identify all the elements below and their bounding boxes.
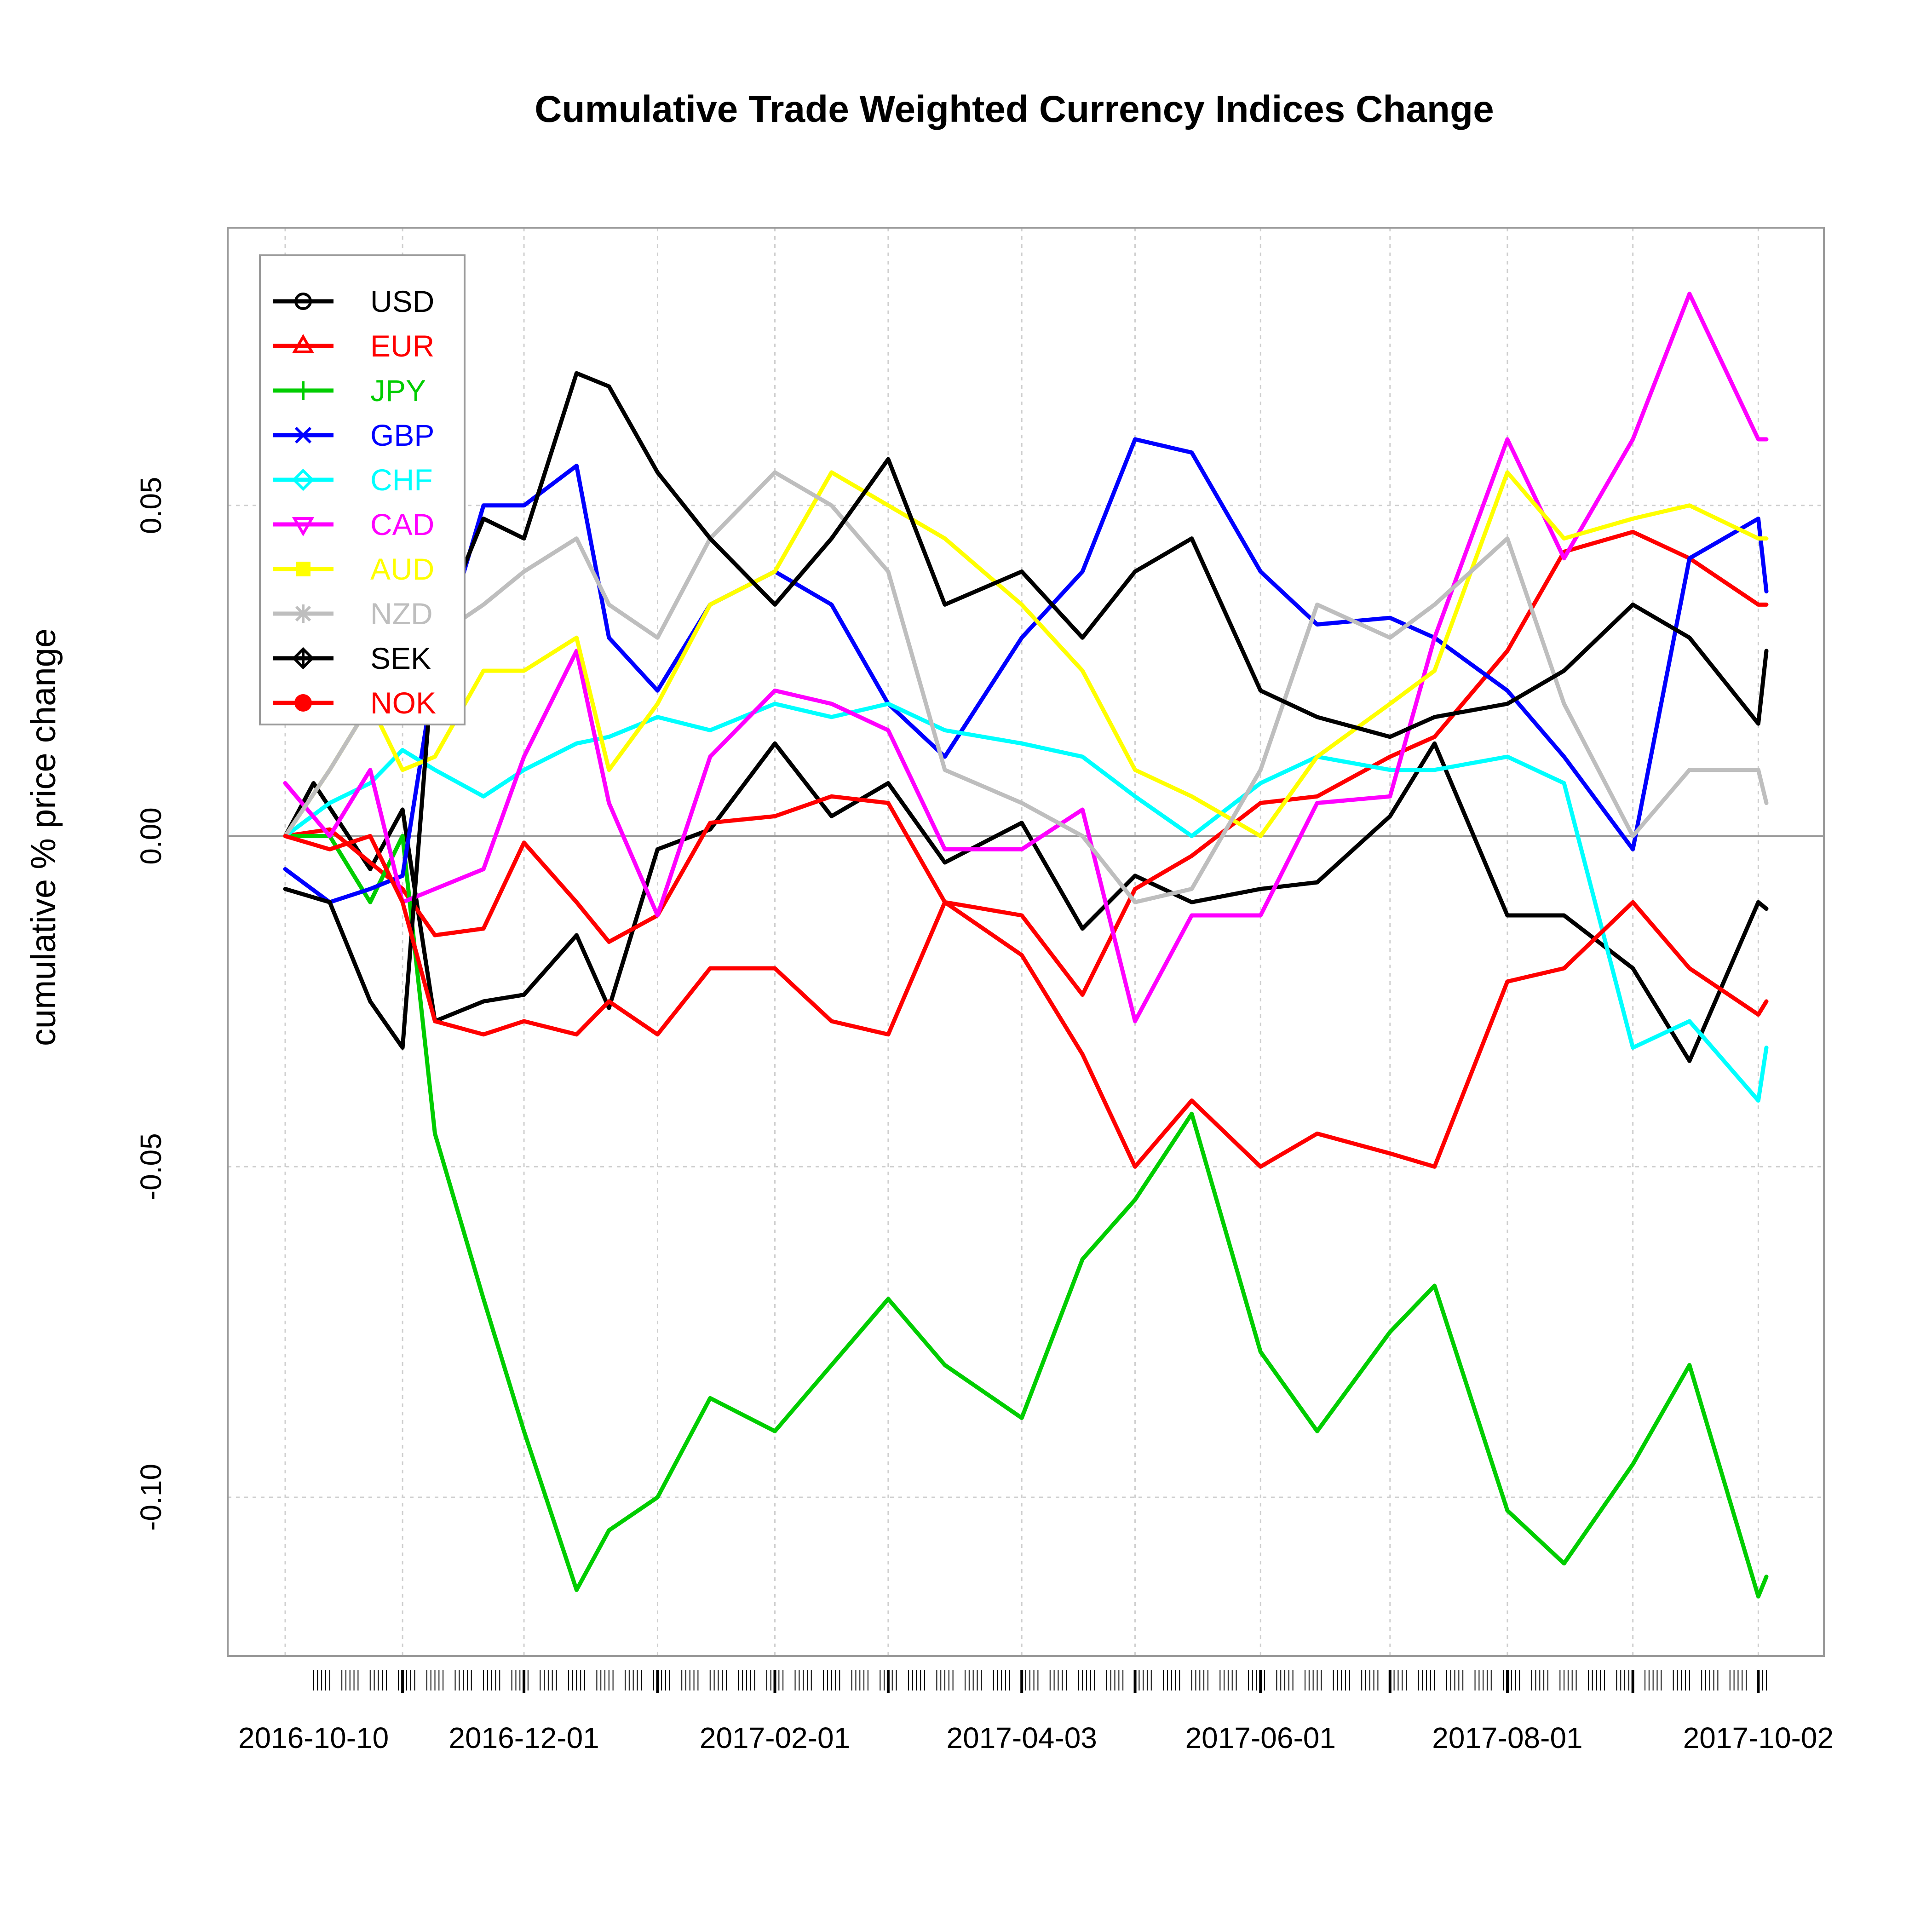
x-tick-label: 2017-10-02: [1683, 1721, 1834, 1754]
y-tick-label: -0.05: [134, 1133, 167, 1200]
x-tick-label: 2017-08-01: [1432, 1721, 1582, 1754]
series-line-sek: [283, 371, 1769, 1050]
legend-marker-icon-cross: [294, 649, 312, 667]
legend-marker-icon: [294, 426, 312, 444]
legend-item-usd: USD: [273, 284, 434, 318]
series-line-nzd: [283, 470, 1769, 904]
legend-marker-icon: [292, 517, 315, 537]
y-tick-label: 0.00: [134, 807, 167, 865]
legend-box: [259, 254, 466, 725]
series-line-aud: [283, 470, 1769, 838]
legend-marker-icon: [294, 381, 312, 400]
legend-item-gbp: GBP: [273, 418, 434, 452]
legend-item-jpy: JPY: [273, 374, 426, 408]
series-line-jpy: [283, 834, 1769, 1599]
legend-label: GBP: [370, 418, 434, 452]
legend-item-nzd: NZD: [273, 597, 433, 631]
legend-item-nok: NOK: [273, 686, 436, 720]
plot-frame: [227, 227, 1825, 1657]
chart-title: Cumulative Trade Weighted Currency Indic…: [535, 88, 1494, 130]
x-tick-label: 2017-04-03: [947, 1721, 1097, 1754]
legend-label: EUR: [370, 329, 434, 363]
legend-item-chf: CHF: [273, 463, 433, 497]
legend-label: CHF: [370, 463, 433, 497]
series-line-nok: [283, 834, 1769, 1169]
legend-label: NOK: [370, 686, 436, 720]
legend-marker-icon: [292, 468, 315, 491]
legend-item-eur: EUR: [273, 329, 434, 363]
grid: [228, 228, 1824, 1656]
legend-marker-icon: [294, 604, 312, 623]
legend-label: USD: [370, 284, 434, 318]
x-tick-label: 2016-10-10: [238, 1721, 389, 1754]
legend-label: JPY: [370, 374, 426, 408]
legend-marker-icon: [294, 293, 312, 310]
y-axis: -0.10 -0.05 0.00 0.05: [134, 477, 167, 1530]
y-tick-label: -0.10: [134, 1464, 167, 1531]
legend: USD EUR JPY GBP CHF CAD AUD NZD SEK NOK: [259, 254, 466, 725]
y-tick-label: 0.05: [134, 477, 167, 534]
series-line-cad: [283, 292, 1769, 1024]
series-line-chf: [283, 702, 1769, 1103]
legend-marker-icon: [294, 694, 312, 712]
legend-label: CAD: [370, 507, 434, 541]
legend-label: NZD: [370, 597, 433, 631]
legend-marker-icon: [296, 562, 310, 576]
x-tick-label: 2016-12-01: [448, 1721, 599, 1754]
legend-item-cad: CAD: [273, 507, 434, 541]
x-axis: 2016-10-10 2016-12-01 2017-02-01 2017-04-03…: [238, 1670, 1834, 1754]
series-group: [283, 292, 1769, 1599]
x-tick-label: 2017-02-01: [700, 1721, 850, 1754]
legend-item-sek: SEK: [273, 641, 431, 675]
y-axis-label: cumulative % price change: [24, 628, 63, 1046]
legend-label: AUD: [370, 552, 434, 586]
legend-marker-icon: [292, 334, 315, 353]
legend-item-aud: AUD: [273, 552, 434, 586]
legend-label: SEK: [370, 641, 431, 675]
series-line-eur: [283, 529, 1769, 997]
series-line-usd: [283, 741, 1769, 1063]
x-tick-label: 2017-06-01: [1185, 1721, 1336, 1754]
